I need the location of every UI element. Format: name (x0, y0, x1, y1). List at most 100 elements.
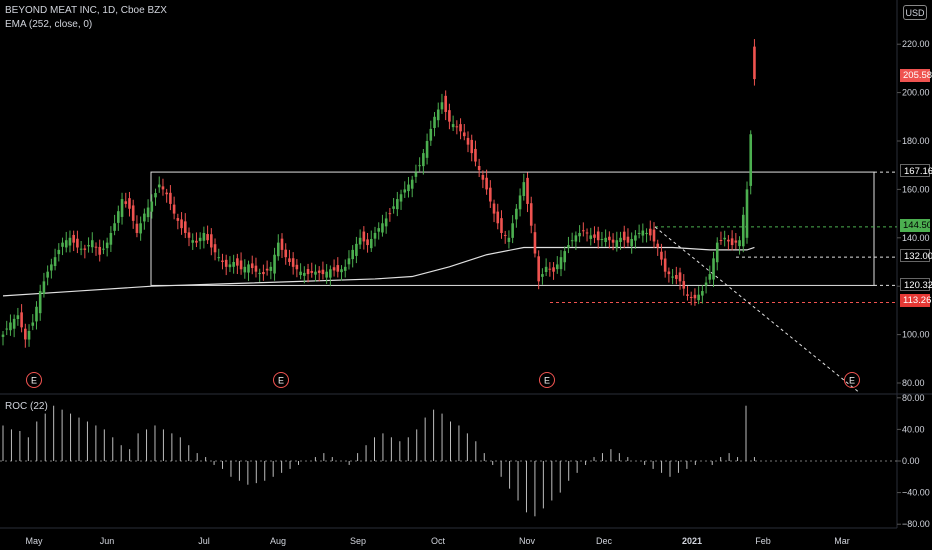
candle-body (83, 248, 87, 250)
candle-body (477, 165, 481, 171)
earnings-marker-icon (539, 372, 555, 388)
candle-body (596, 231, 600, 241)
candle-body (131, 205, 135, 221)
candle-body (50, 264, 53, 271)
range-rectangle (150, 171, 875, 286)
candle-body (206, 234, 209, 241)
candle-body (258, 272, 261, 274)
candle-body (98, 246, 102, 255)
candle-body (369, 239, 373, 249)
earnings-marker-label: E (849, 376, 855, 386)
white-level-badge: 132.00 (900, 249, 932, 262)
candle-body (284, 249, 288, 258)
candle-body (645, 232, 648, 235)
time-axis-label: Jun (100, 536, 115, 546)
candle-body (567, 245, 570, 248)
candle-body (559, 257, 563, 270)
candle-body (570, 240, 574, 242)
red-level-badge: 113.26 (900, 294, 931, 307)
candle-body (332, 267, 336, 271)
candle-body (157, 184, 161, 188)
candle-body (697, 294, 700, 301)
time-axis-label: Aug (270, 536, 286, 546)
candle-body (396, 199, 399, 210)
candle-body (291, 258, 295, 267)
candle-body (347, 258, 351, 265)
candle-body (124, 201, 128, 204)
roc-indicator-label[interactable]: ROC (22) (5, 401, 48, 412)
candle-body (749, 134, 753, 186)
earnings-marker-icon (26, 372, 42, 388)
candle-body (474, 148, 477, 162)
candle-body (660, 251, 663, 260)
candle-body (459, 124, 462, 132)
candle-body (622, 231, 626, 241)
candle-body (422, 153, 425, 167)
candle-body (113, 223, 116, 231)
candle-body (470, 139, 474, 154)
candle-body (693, 294, 697, 299)
candle-body (210, 234, 213, 248)
candle-body (180, 219, 183, 229)
candle-body (678, 272, 682, 282)
earnings-marker-icon (273, 372, 289, 388)
candle-body (24, 328, 27, 340)
candle-body (31, 322, 35, 326)
candle-body (701, 291, 704, 296)
candle-body (154, 193, 157, 198)
candle-body (496, 211, 500, 224)
candle-body (652, 229, 656, 242)
box-top-badge: 167.16 (900, 164, 932, 177)
candle-body (254, 265, 258, 272)
candle-body (224, 259, 228, 267)
candle-body (541, 274, 544, 277)
candle-body (35, 306, 38, 322)
candle-body (358, 237, 362, 245)
currency-badge[interactable]: USD (903, 5, 927, 20)
candle-body (42, 281, 46, 294)
time-axis-label: Jul (198, 536, 210, 546)
earnings-marker-icon (844, 372, 860, 388)
candle-body (195, 240, 198, 243)
candle-body (500, 218, 503, 233)
candle-body (511, 223, 514, 238)
time-axis-label: Mar (834, 536, 850, 546)
roc-tick-label: −40.00 (902, 488, 930, 498)
candle-body (16, 315, 20, 320)
candle-body (325, 271, 328, 278)
candle-body (53, 257, 57, 267)
candle-body (276, 242, 280, 257)
candle-body (615, 240, 619, 248)
candle-body (582, 230, 585, 232)
candle-body (243, 266, 247, 273)
candle-body (723, 237, 726, 240)
candle-body (418, 165, 421, 167)
candle-body (280, 238, 284, 250)
candle-body (288, 258, 291, 262)
price-tick-label: 200.00 (902, 88, 930, 98)
candle-body (161, 186, 165, 190)
candle-body (712, 258, 715, 280)
price-tick-label: 180.00 (902, 136, 930, 146)
candle-body (384, 218, 388, 227)
candle-body (455, 126, 459, 128)
ema-indicator-label[interactable]: EMA (252, close, 0) (5, 19, 93, 30)
candle-body (399, 194, 403, 202)
candle-body (745, 189, 749, 238)
candle-body (355, 243, 358, 256)
candle-body (414, 172, 418, 177)
price-tick-label: 220.00 (902, 39, 930, 49)
candle-body (236, 258, 239, 266)
price-tick-label: 160.00 (902, 184, 930, 194)
time-axis-label: May (25, 536, 43, 546)
candle-body (202, 232, 206, 241)
candle-body (675, 275, 678, 279)
candle-body (1, 334, 5, 337)
candle-body (239, 260, 243, 270)
candle-body (139, 223, 142, 234)
candle-body (425, 141, 429, 158)
candle-body (68, 237, 72, 246)
roc-tick-label: 40.00 (902, 424, 925, 434)
candle-body (448, 110, 451, 122)
